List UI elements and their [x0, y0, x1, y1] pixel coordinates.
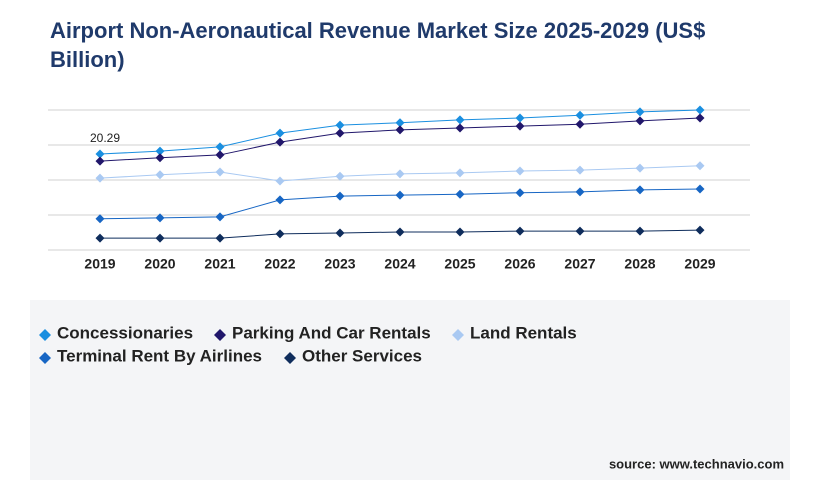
x-tick-label: 2019 — [84, 256, 115, 272]
point — [335, 128, 345, 138]
legend-label: Other Services — [302, 346, 422, 365]
point — [155, 170, 165, 180]
legend-label: Parking And Car Rentals — [232, 323, 431, 342]
point — [275, 195, 285, 205]
point — [635, 116, 645, 126]
point — [395, 125, 405, 135]
point — [95, 214, 105, 224]
x-tick-label: 2026 — [504, 256, 535, 272]
point — [215, 142, 225, 152]
point — [155, 146, 165, 156]
point — [455, 189, 465, 199]
x-tick-label: 2027 — [564, 256, 595, 272]
point — [155, 153, 165, 163]
point — [695, 105, 705, 115]
point — [395, 190, 405, 200]
point — [395, 169, 405, 179]
x-tick-label: 2023 — [324, 256, 355, 272]
source: source: www.technavio.com — [609, 456, 784, 471]
point — [275, 128, 285, 138]
point — [575, 119, 585, 129]
point — [95, 149, 105, 159]
point — [95, 233, 105, 243]
point — [335, 120, 345, 130]
point — [515, 188, 525, 198]
x-tick-label: 2024 — [384, 256, 415, 272]
point — [275, 229, 285, 239]
point — [335, 191, 345, 201]
point — [635, 107, 645, 117]
data-label: 20.29 — [90, 131, 120, 145]
point — [95, 173, 105, 183]
point — [575, 187, 585, 197]
point — [695, 161, 705, 171]
point — [695, 225, 705, 235]
legend-marker — [284, 352, 296, 364]
legend-panel — [30, 300, 790, 480]
point — [635, 226, 645, 236]
point — [695, 113, 705, 123]
point — [515, 166, 525, 176]
point — [515, 113, 525, 123]
point — [95, 156, 105, 166]
legend-marker — [214, 329, 226, 341]
point — [395, 118, 405, 128]
x-tick-label: 2029 — [684, 256, 715, 272]
point — [635, 163, 645, 173]
point — [515, 121, 525, 131]
legend-marker — [39, 352, 51, 364]
point — [395, 227, 405, 237]
legend-marker — [39, 329, 51, 341]
point — [335, 228, 345, 238]
point — [275, 137, 285, 147]
point — [455, 115, 465, 125]
legend-label: Concessionaries — [57, 323, 193, 342]
x-tick-label: 2020 — [144, 256, 175, 272]
point — [155, 213, 165, 223]
x-tick-label: 2022 — [264, 256, 295, 272]
point — [455, 168, 465, 178]
point — [455, 123, 465, 133]
point — [455, 227, 465, 237]
point — [575, 226, 585, 236]
legend-label: Terminal Rent By Airlines — [57, 346, 262, 365]
point — [335, 171, 345, 181]
x-tick-label: 2025 — [444, 256, 475, 272]
legend-label: Land Rentals — [470, 323, 577, 342]
point — [215, 233, 225, 243]
point — [575, 165, 585, 175]
point — [635, 185, 645, 195]
point — [215, 167, 225, 177]
point — [215, 212, 225, 222]
point — [275, 176, 285, 186]
point — [575, 110, 585, 120]
legend-marker — [452, 329, 464, 341]
x-tick-label: 2021 — [204, 256, 235, 272]
point — [215, 150, 225, 160]
point — [695, 184, 705, 194]
x-tick-label: 2028 — [624, 256, 655, 272]
point — [155, 233, 165, 243]
point — [515, 226, 525, 236]
chart-title: Airport Non-Aeronautical Revenue Market … — [50, 18, 706, 72]
